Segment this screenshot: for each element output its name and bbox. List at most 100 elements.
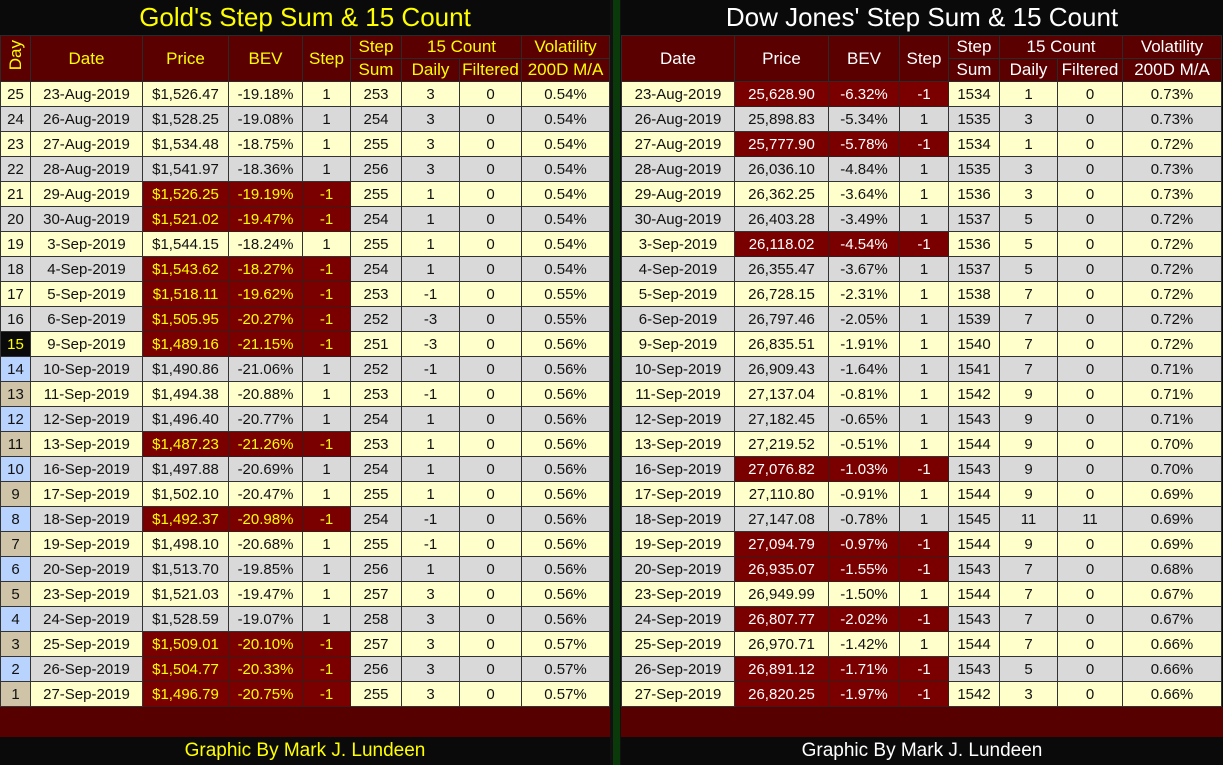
step-sum-cell: 1538 (948, 281, 1000, 307)
volatility-cell: 0.56% (521, 406, 610, 432)
bev-cell: -5.78% (828, 131, 900, 157)
volatility-cell: 0.56% (521, 331, 610, 357)
volatility-cell: 0.71% (1122, 381, 1222, 407)
table-row: 3 25-Sep-2019 $1,509.01 -20.10% -1 257 3 0 0.57% (0, 631, 610, 657)
volatility-cell: 0.73% (1122, 156, 1222, 182)
dow-panel: Dow Jones' Step Sum & 15 Count Date Pric… (621, 0, 1223, 765)
header-step-sum-top: Step (948, 35, 1000, 59)
price-cell: $1,518.11 (142, 281, 229, 307)
bev-cell: -2.02% (828, 606, 900, 632)
day-cell: 18 (0, 256, 31, 282)
filtered-cell: 0 (459, 256, 522, 282)
day-cell: 9 (0, 481, 31, 507)
price-cell: 26,820.25 (734, 681, 829, 707)
header-step-sum-bottom: Sum (948, 58, 1000, 82)
filtered-cell: 0 (459, 531, 522, 557)
daily-cell: 7 (999, 331, 1058, 357)
filtered-cell: 0 (1057, 81, 1123, 107)
price-cell: 26,835.51 (734, 331, 829, 357)
volatility-cell: 0.56% (521, 606, 610, 632)
step-cell: 1 (899, 331, 949, 357)
filtered-cell: 0 (459, 606, 522, 632)
daily-cell: -3 (401, 331, 460, 357)
step-sum-cell: 255 (350, 181, 402, 207)
step-cell: 1 (302, 456, 351, 482)
filtered-cell: 0 (1057, 531, 1123, 557)
step-sum-cell: 1543 (948, 606, 1000, 632)
date-cell: 17-Sep-2019 (30, 481, 143, 507)
step-sum-cell: 1534 (948, 81, 1000, 107)
step-cell: 1 (302, 406, 351, 432)
date-cell: 13-Sep-2019 (30, 431, 143, 457)
filtered-cell: 0 (1057, 656, 1123, 682)
header-daily: Daily (999, 58, 1058, 82)
volatility-cell: 0.66% (1122, 631, 1222, 657)
volatility-cell: 0.56% (521, 556, 610, 582)
step-sum-cell: 256 (350, 556, 402, 582)
header-day: Day (0, 35, 31, 82)
bev-cell: -20.33% (228, 656, 303, 682)
dow-table: Date Price BEV Step Step 15 Count Volati… (621, 35, 1222, 707)
daily-cell: 3 (999, 156, 1058, 182)
price-cell: $1,494.38 (142, 381, 229, 407)
date-cell: 5-Sep-2019 (30, 281, 143, 307)
bev-cell: -0.91% (828, 481, 900, 507)
dow-title: Dow Jones' Step Sum & 15 Count (725, 2, 1119, 32)
price-cell: $1,505.95 (142, 306, 229, 332)
filtered-cell: 0 (459, 206, 522, 232)
date-cell: 13-Sep-2019 (621, 431, 735, 457)
day-cell: 1 (0, 681, 31, 707)
volatility-cell: 0.72% (1122, 331, 1222, 357)
filtered-cell: 0 (1057, 606, 1123, 632)
daily-cell: 3 (999, 681, 1058, 707)
volatility-cell: 0.54% (521, 156, 610, 182)
filtered-cell: 0 (459, 681, 522, 707)
daily-cell: 7 (999, 356, 1058, 382)
volatility-cell: 0.66% (1122, 656, 1222, 682)
price-cell: 26,362.25 (734, 181, 829, 207)
bev-cell: -20.68% (228, 531, 303, 557)
filtered-cell: 0 (459, 156, 522, 182)
price-cell: 26,036.10 (734, 156, 829, 182)
filtered-cell: 0 (1057, 481, 1123, 507)
step-cell: 1 (899, 281, 949, 307)
volatility-cell: 0.57% (521, 631, 610, 657)
bev-cell: -4.84% (828, 156, 900, 182)
table-row: 25 23-Aug-2019 $1,526.47 -19.18% 1 253 3 0 0.54% (0, 81, 610, 107)
header-day-label: Day (5, 40, 25, 71)
price-cell: 27,137.04 (734, 381, 829, 407)
price-cell: 26,891.12 (734, 656, 829, 682)
step-cell: -1 (302, 256, 351, 282)
date-cell: 17-Sep-2019 (621, 481, 735, 507)
day-cell: 24 (0, 106, 31, 132)
step-sum-cell: 252 (350, 306, 402, 332)
daily-cell: -1 (401, 356, 460, 382)
bev-cell: -1.42% (828, 631, 900, 657)
filtered-cell: 0 (1057, 156, 1123, 182)
date-cell: 10-Sep-2019 (621, 356, 735, 382)
daily-cell: 11 (999, 506, 1058, 532)
price-cell: 27,219.52 (734, 431, 829, 457)
filtered-cell: 0 (1057, 631, 1123, 657)
step-sum-cell: 1544 (948, 431, 1000, 457)
price-cell: $1,526.47 (142, 81, 229, 107)
filtered-cell: 0 (459, 406, 522, 432)
daily-cell: 1 (999, 81, 1058, 107)
step-cell: -1 (302, 206, 351, 232)
date-cell: 3-Sep-2019 (621, 231, 735, 257)
step-cell: 1 (302, 81, 351, 107)
filtered-cell: 0 (459, 306, 522, 332)
price-cell: 27,147.08 (734, 506, 829, 532)
step-cell: -1 (302, 656, 351, 682)
step-sum-cell: 252 (350, 356, 402, 382)
daily-cell: 1 (401, 181, 460, 207)
step-cell: 1 (302, 156, 351, 182)
bev-cell: -3.49% (828, 206, 900, 232)
price-cell: $1,496.79 (142, 681, 229, 707)
filtered-cell: 0 (1057, 681, 1123, 707)
volatility-cell: 0.67% (1122, 606, 1222, 632)
bev-cell: -18.24% (228, 231, 303, 257)
daily-cell: 3 (999, 181, 1058, 207)
filtered-cell: 0 (1057, 306, 1123, 332)
table-row: 7 19-Sep-2019 $1,498.10 -20.68% 1 255 -1 0 0.56% (0, 531, 610, 557)
